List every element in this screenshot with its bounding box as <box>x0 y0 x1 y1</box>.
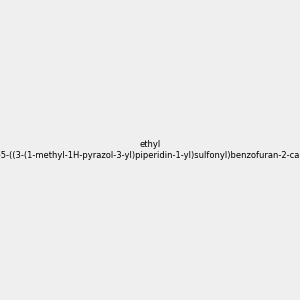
Text: ethyl 3-methyl-5-((3-(1-methyl-1H-pyrazol-3-yl)piperidin-1-yl)sulfonyl)benzofura: ethyl 3-methyl-5-((3-(1-methyl-1H-pyrazo… <box>0 140 300 160</box>
